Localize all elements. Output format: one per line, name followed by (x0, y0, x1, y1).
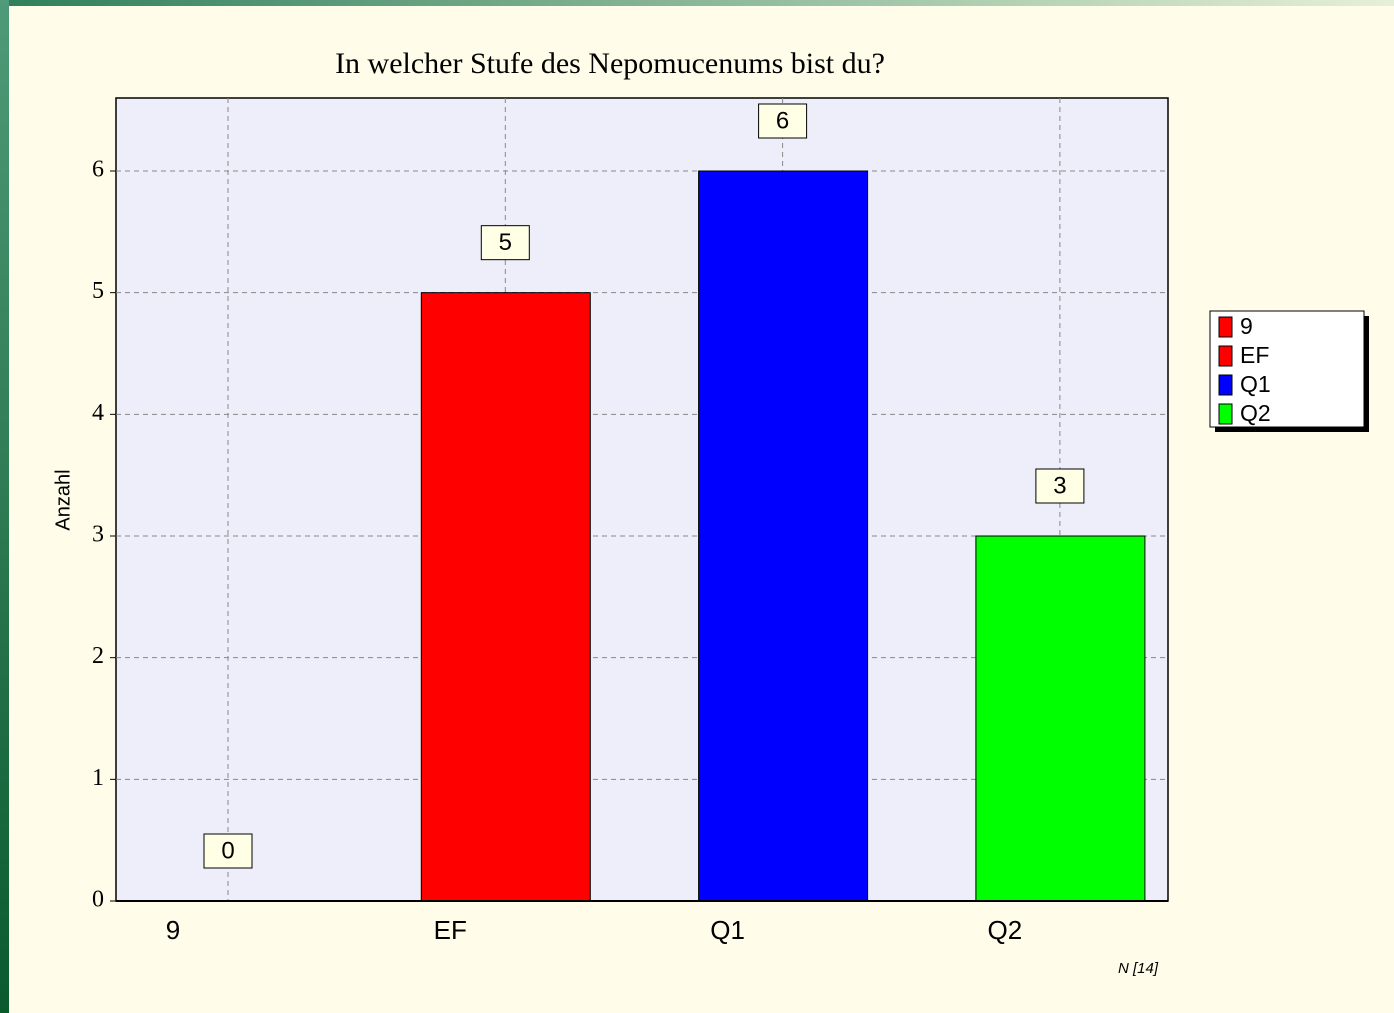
y-tick-label: 3 (92, 522, 104, 548)
legend-swatch (1218, 403, 1233, 425)
y-axis-label: Anzahl (52, 469, 74, 530)
legend-label: 9 (1240, 313, 1253, 339)
y-tick-label: 6 (92, 157, 104, 183)
bar (975, 535, 1146, 902)
value-label-box (203, 833, 253, 869)
legend (1209, 310, 1365, 428)
y-tick-label: 4 (92, 400, 104, 426)
x-tick-label: 9 (166, 915, 180, 945)
legend-label: Q1 (1240, 371, 1271, 397)
bar (698, 170, 869, 902)
legend-swatch (1218, 374, 1233, 396)
y-tick-label: 2 (92, 643, 104, 669)
y-tick-label: 5 (92, 278, 104, 304)
value-label: 5 (499, 229, 512, 256)
bar (420, 292, 591, 902)
value-label: 0 (221, 837, 234, 864)
legend-label: Q2 (1240, 400, 1271, 426)
value-label-box (758, 103, 808, 139)
footnote: N [14] (1118, 960, 1159, 977)
x-tick-label: Q1 (710, 915, 745, 945)
left-strip (0, 0, 9, 1013)
top-strip (0, 0, 1394, 6)
x-tick-label: Q2 (988, 915, 1023, 945)
y-tick-label: 1 (92, 765, 104, 791)
y-tick-label: 0 (92, 887, 104, 913)
value-label-box (480, 225, 530, 261)
value-label: 6 (776, 107, 789, 134)
legend-swatch (1218, 316, 1233, 338)
legend-label: EF (1240, 342, 1269, 368)
x-tick-label: EF (434, 915, 467, 945)
chart-title: In welcher Stufe des Nepomucenums bist d… (335, 47, 885, 80)
legend-swatch (1218, 345, 1233, 367)
value-label-box (1035, 468, 1085, 504)
value-label: 3 (1053, 472, 1066, 499)
